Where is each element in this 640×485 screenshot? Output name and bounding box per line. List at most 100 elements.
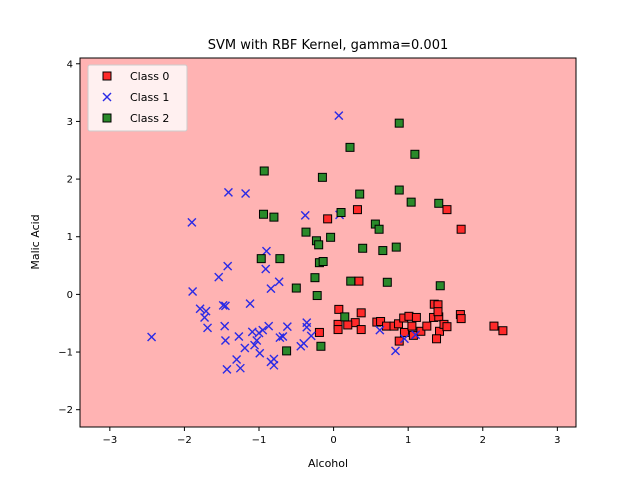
legend-marker xyxy=(102,92,112,102)
ticks-layer: −3 −2 −1 0 1 2 3 −2 −1 0 1 2 3 4 xyxy=(58,59,560,446)
data-point xyxy=(222,364,232,374)
data-point xyxy=(282,346,292,356)
data-point xyxy=(220,301,230,311)
data-point xyxy=(422,321,432,331)
data-point xyxy=(355,189,365,199)
data-point xyxy=(434,198,444,208)
data-point xyxy=(299,338,309,348)
data-point xyxy=(259,166,269,176)
data-point xyxy=(195,304,205,314)
y-tick-label: 2 xyxy=(67,175,73,186)
data-point xyxy=(391,346,400,356)
data-point xyxy=(406,197,416,207)
data-point xyxy=(147,332,157,342)
data-point xyxy=(340,312,350,322)
data-point xyxy=(334,111,344,121)
data-point xyxy=(282,322,292,332)
legend-label: Class 2 xyxy=(130,112,169,125)
data-point xyxy=(354,276,364,286)
data-point xyxy=(240,343,250,353)
legend: Class 0 Class 1 Class 2 xyxy=(87,64,188,132)
data-point xyxy=(235,363,245,373)
data-point xyxy=(200,312,210,322)
data-point xyxy=(317,172,327,182)
data-point xyxy=(258,325,268,335)
data-point xyxy=(314,240,324,250)
data-point xyxy=(187,217,197,227)
data-point xyxy=(374,224,384,234)
data-point xyxy=(245,299,255,309)
data-point xyxy=(378,246,388,256)
data-point xyxy=(456,224,466,234)
y-tick-label: 1 xyxy=(67,232,73,243)
x-tick-label: −1 xyxy=(252,435,267,446)
data-point xyxy=(264,321,274,331)
x-axis-label: Alcohol xyxy=(308,457,348,470)
data-point xyxy=(301,227,311,237)
data-point xyxy=(456,314,466,324)
data-point xyxy=(410,149,420,159)
data-point xyxy=(232,355,242,365)
y-tick-label: −1 xyxy=(58,348,73,359)
data-point xyxy=(252,336,262,346)
data-point xyxy=(266,284,276,294)
data-point xyxy=(223,261,233,271)
data-point xyxy=(326,232,336,242)
data-point xyxy=(394,185,404,195)
legend-marker xyxy=(102,71,112,81)
legend-label: Class 1 xyxy=(130,91,169,104)
data-point xyxy=(498,326,508,336)
data-point xyxy=(306,331,316,341)
data-point xyxy=(343,320,353,330)
plot-frame xyxy=(79,57,577,428)
legend-label: Class 0 xyxy=(130,70,169,83)
data-point xyxy=(442,322,452,332)
data-point xyxy=(318,257,328,267)
data-point xyxy=(394,118,404,128)
data-point xyxy=(234,331,244,341)
data-point xyxy=(394,336,404,346)
x-tick-label: 2 xyxy=(480,435,486,446)
data-point xyxy=(310,273,320,283)
data-point xyxy=(278,331,288,341)
y-axis-label: Malic Acid xyxy=(29,214,42,269)
x-tick-label: −3 xyxy=(102,435,117,446)
points-layer xyxy=(147,111,508,374)
data-point xyxy=(411,312,421,322)
series-class-0 xyxy=(314,205,508,346)
data-point xyxy=(241,188,251,198)
data-point xyxy=(316,341,326,351)
data-point xyxy=(432,334,442,344)
data-point xyxy=(300,210,310,220)
chart-title: SVM with RBF Kernel, gamma=0.001 xyxy=(208,38,449,53)
data-point xyxy=(404,311,414,321)
data-point xyxy=(435,281,445,291)
data-point xyxy=(433,307,443,317)
data-point xyxy=(275,333,285,343)
data-point xyxy=(399,334,409,344)
data-point xyxy=(256,254,266,264)
data-point xyxy=(214,272,224,282)
data-point xyxy=(255,348,265,358)
data-point xyxy=(346,276,356,286)
data-point xyxy=(416,326,426,336)
data-point xyxy=(323,214,333,224)
series-class-2 xyxy=(256,118,445,356)
data-point xyxy=(220,336,230,346)
legend-marker xyxy=(102,113,112,123)
data-point xyxy=(333,325,343,335)
data-point xyxy=(274,277,284,287)
data-point xyxy=(352,205,362,215)
data-point xyxy=(218,300,228,310)
y-tick-label: −2 xyxy=(58,405,73,416)
data-point xyxy=(336,208,346,218)
data-point xyxy=(334,304,344,314)
data-point xyxy=(258,209,268,219)
data-point xyxy=(269,360,279,370)
data-point xyxy=(376,316,386,326)
data-point xyxy=(188,287,198,297)
data-point xyxy=(269,354,279,364)
y-tick-label: 0 xyxy=(67,290,73,301)
